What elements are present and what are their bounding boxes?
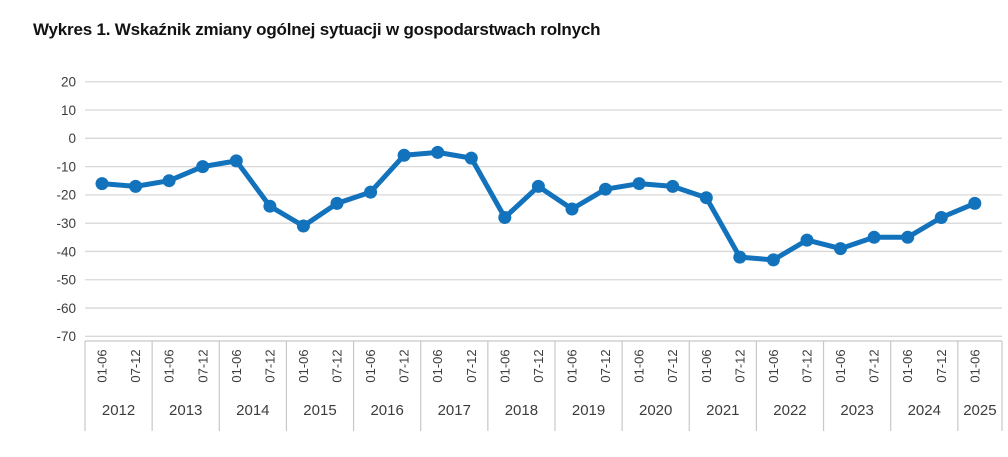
x-year-label: 2023 [840,402,873,419]
x-year-label: 2016 [370,402,403,419]
x-period-label: 01-06 [95,349,110,382]
data-point [632,177,646,191]
x-period-label: 07-12 [195,349,210,382]
x-period-label: 07-12 [598,349,613,382]
x-year-label: 2017 [438,402,471,419]
y-tick-label: -30 [56,216,76,231]
data-point [766,253,780,267]
y-tick-label: 10 [61,103,76,118]
y-tick-label: -60 [56,301,76,316]
data-point [296,219,310,233]
data-point [196,160,210,174]
x-period-label: 01-06 [296,349,311,382]
x-year-label: 2024 [908,402,941,419]
x-period-label: 01-06 [632,349,647,382]
data-point [901,230,915,244]
x-period-label: 01-06 [162,349,177,382]
data-point [834,242,847,256]
x-period-label: 01-06 [766,349,781,382]
data-point [162,174,176,188]
x-period-label: 07-12 [464,349,479,382]
x-year-label: 2013 [169,402,202,419]
data-point [431,145,445,159]
x-period-label: 07-12 [128,349,143,382]
chart-title: Wykres 1. Wskaźnik zmiany ogólnej sytuac… [33,20,601,39]
x-year-label: 2015 [303,402,336,419]
x-period-label: 07-12 [800,349,815,382]
data-point [699,191,713,205]
data-point [934,211,948,224]
x-period-label: 01-06 [699,349,714,382]
data-point [599,182,612,196]
data-point [867,230,881,244]
y-tick-label: -20 [56,188,76,203]
x-year-label: 2018 [505,402,538,419]
x-period-label: 01-06 [497,349,512,382]
x-year-label: 2020 [639,402,672,419]
x-period-label: 07-12 [397,349,412,382]
x-period-label: 01-06 [565,349,580,382]
x-period-label: 01-06 [833,349,848,382]
x-period-label: 01-06 [229,349,244,382]
y-tick-label: -40 [56,244,76,259]
data-point [397,148,411,162]
y-tick-label: -50 [56,273,76,288]
data-point [531,179,545,193]
x-period-label: 07-12 [330,349,345,382]
data-point [330,196,344,210]
data-point [263,199,277,213]
data-point [464,151,478,165]
data-point [364,185,378,199]
data-point [968,196,982,210]
y-tick-label: -70 [56,329,76,344]
x-year-label: 2021 [706,402,739,419]
data-point [229,154,243,168]
x-period-label: 07-12 [732,349,747,382]
data-point [666,179,680,193]
x-year-label: 2014 [236,402,269,419]
x-year-label: 2025 [963,402,996,419]
x-period-label: 07-12 [934,349,949,382]
y-tick-label: 0 [68,131,76,146]
y-tick-label: -10 [56,159,76,174]
x-period-label: 07-12 [531,349,546,382]
data-point [129,179,143,193]
data-point [800,233,814,247]
data-point [95,177,109,191]
y-tick-label: 20 [61,75,76,90]
data-point [733,250,747,264]
x-period-label: 01-06 [363,349,378,382]
data-point [498,211,512,224]
data-point [565,202,579,216]
x-period-label: 07-12 [665,349,680,382]
x-period-label: 01-06 [967,349,982,382]
x-year-label: 2019 [572,402,605,419]
x-period-label: 07-12 [867,349,882,382]
x-year-label: 2012 [102,402,135,419]
x-period-label: 01-06 [430,349,445,382]
x-period-label: 07-12 [262,349,277,382]
x-period-label: 01-06 [900,349,915,382]
x-year-label: 2022 [773,402,806,419]
